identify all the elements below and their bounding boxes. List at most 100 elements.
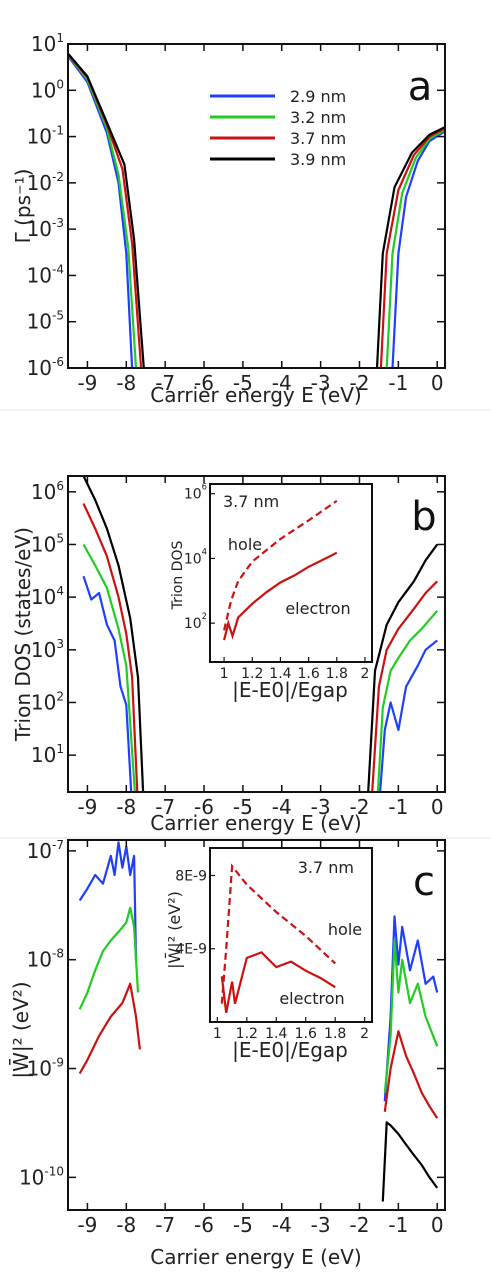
x-tick-label: -6 [194,1213,214,1237]
series-line-a-2.9-nm-left [68,55,134,368]
tick-exponent: -4 [52,262,64,276]
panel-b: -9 -8 -7 -6 -5 -4 -3 -2 -1 0106105104103102101Car… [11,475,446,835]
x-tick-label: -9 [77,1213,97,1237]
inset-y-tick-label: 8E-9 [175,868,207,884]
inset-size-label: 3.7 nm [223,492,279,511]
legend-label: 3.2 nm [290,108,346,127]
y-tick-label: 10-3 [27,216,64,241]
x-tick-label: -3 [311,1213,331,1237]
x-tick-label: -7 [155,795,175,819]
inset-x-tick-label: 1.8 [324,1026,346,1042]
x-tick-label: -8 [116,795,136,819]
x-tick-label: -4 [272,1213,292,1237]
series-line-c-green-right [383,939,439,1093]
tick-exponent: -9 [52,1056,64,1070]
series-line-a-2.9-nm-right [391,130,445,368]
y-tick-label: 105 [31,531,64,556]
tick-base: 10 [184,616,202,632]
panel-letter: b [411,494,436,540]
tick-exponent: -2 [52,170,64,184]
tick-exponent: 6 [202,482,207,492]
series-line-a-3.7-nm-right [379,127,445,368]
legend-label: 2.9 nm [290,87,346,106]
plot-frame [67,43,446,369]
tick-base: 10 [31,638,56,662]
series-line-a-3.9-nm-right [375,126,445,368]
panel-c: -9 -8 -7 -6 -5 -4 -3 -2 -1 010-710-810-910-10Carr… [8,838,446,1269]
tick-base: 10 [27,310,52,334]
inset-y-tick-label: 104 [184,546,207,567]
series-line-b-green-right [376,610,439,792]
y-axis-label: Γ (ps⁻¹) [11,169,35,244]
tick-base: 10 [31,743,56,767]
series-line-c-green-left [78,906,140,1010]
series-group [82,476,439,792]
tick-base: 10 [27,217,52,241]
y-tick-label: 10-6 [27,355,64,380]
y-tick-label: 101 [31,31,64,56]
tick-exponent: 5 [56,531,64,545]
tick-exponent: -7 [52,838,64,852]
y-tick-label: 106 [31,479,64,504]
inset-x-axis-label: |E-E0|/Egap [232,678,348,702]
panel-letter: a [408,64,433,110]
y-tick-label: 100 [31,77,64,102]
panel-letter: c [413,859,435,905]
y-axis-label: |W̄|² (eV²) [8,981,33,1078]
x-tick-label: -8 [116,1213,136,1237]
x-tick-label: -6 [194,795,214,819]
tick-exponent: -6 [52,355,64,369]
x-tick-label: -7 [155,1213,175,1237]
tick-base: 10 [184,551,202,567]
tick-base: 10 [31,532,56,556]
x-axis-label: Carrier energy E (eV) [150,811,361,835]
inset-x-tick-label: 1.4 [269,666,291,682]
series-group [68,52,445,368]
tick-exponent: 4 [56,584,64,598]
tick-base: 10 [31,32,56,56]
x-tick-label: -4 [272,795,292,819]
inset-series-electron [223,551,338,641]
legend-label: 3.7 nm [290,129,346,148]
tick-exponent: -10 [44,1164,64,1178]
y-tick-label: 10-7 [27,838,64,863]
inset-x-tick-label: 1 [220,666,229,682]
inset: 1 1.2 1.4 1.6 1.8 2 8E-9 4E-9 3.7 nm hole electron… [165,847,373,1062]
inset-electron-label: electron [279,989,344,1008]
y-tick-label: 10-10 [19,1164,64,1189]
y-tick-label: 10-5 [27,309,64,334]
tick-base: 10 [27,356,52,380]
tick-exponent: 2 [202,611,207,621]
x-tick-label: -4 [272,371,292,395]
tick-exponent: 3 [56,637,64,651]
inset-x-tick-label: 1.2 [241,666,263,682]
x-tick-label: -9 [77,795,97,819]
x-tick-label: -1 [388,1213,408,1237]
series-line-c-black-right [381,1121,439,1202]
series-line-b-black-right [367,543,439,792]
tick-base: 10 [27,171,52,195]
inset-x-tick-label: 1.6 [297,666,319,682]
inset-y-tick-label: 4E-9 [175,942,207,958]
y-axis-label: Trion DOS (states/eV) [11,527,35,742]
panel-a: -9 -8 -7 -6 -5 -4 -3 -2 -1 010110010-110-210-310-… [11,31,446,407]
x-tick-label: -2 [350,371,370,395]
inset-x-tick-label: 1.6 [295,1026,317,1042]
tick-base: 10 [31,480,56,504]
tick-base: 10 [19,1165,44,1189]
x-tick-label: -5 [233,795,253,819]
tick-base: 10 [27,948,52,972]
plot-frame [67,839,446,1211]
inset-x-tick-label: 1.4 [265,1026,287,1042]
inset-x-tick-label: 1.8 [326,666,348,682]
tick-exponent: -8 [52,947,64,961]
y-tick-label: 104 [31,584,64,609]
y-tick-label: 10-1 [27,124,64,149]
series-line-c-red-right [383,1030,439,1119]
x-tick-label: -1 [388,371,408,395]
tick-exponent: 1 [56,31,64,45]
inset-x-tick-label: 2 [360,666,369,682]
inset-y-tick-label: 102 [184,611,207,632]
series-line-a-3.2-nm-left [68,54,138,368]
